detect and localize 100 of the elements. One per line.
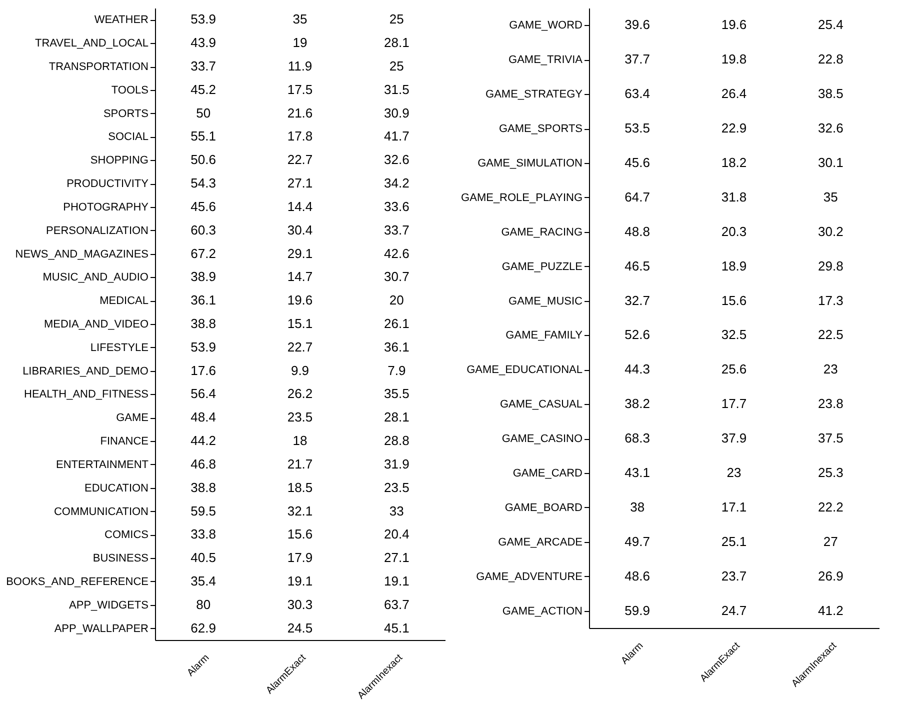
- data-label: 19.6: [721, 17, 747, 32]
- y-tick-label: GAME_ADVENTURE: [476, 570, 582, 583]
- data-label: 25.1: [721, 534, 747, 549]
- data-label: 26.1: [384, 316, 410, 331]
- y-tick-label: GAME_TRIVIA: [508, 54, 584, 66]
- data-label: 37.7: [624, 52, 650, 67]
- data-label: 30.7: [384, 269, 410, 284]
- data-label: 45.6: [190, 198, 216, 214]
- data-label: 37.5: [818, 430, 844, 446]
- y-tick-label: GAME_ROLE_PLAYING: [461, 192, 582, 204]
- y-tick-label: GAME_EDUCATIONAL: [466, 364, 582, 376]
- data-label: 43.1: [624, 465, 650, 480]
- data-label: 40.5: [190, 550, 216, 566]
- data-label: 60.3: [190, 222, 216, 238]
- y-tick-label: NEWS_AND_MAGAZINES: [15, 248, 148, 260]
- y-tick-label: GAME_PUZZLE: [502, 260, 582, 273]
- data-label: 28.1: [384, 410, 410, 425]
- y-tick-label: TRAVEL_AND_LOCAL: [34, 38, 148, 50]
- data-label: 46.5: [624, 258, 650, 274]
- data-label: 41.2: [818, 602, 844, 618]
- data-label: 32.6: [818, 120, 844, 136]
- y-tick-label: GAME_CARD: [512, 468, 583, 480]
- data-label: 33: [389, 503, 404, 518]
- y-tick-label: TOOLS: [111, 84, 148, 96]
- data-label: 30.3: [287, 596, 313, 612]
- data-label: 20: [389, 292, 404, 308]
- data-label: 48.6: [624, 568, 650, 584]
- data-label: 17.5: [287, 82, 313, 97]
- data-label: 38.9: [190, 269, 216, 284]
- data-label: 54.3: [190, 176, 216, 191]
- y-tick-label: COMMUNICATION: [54, 506, 149, 518]
- y-tick-label: GAME_STRATEGY: [486, 88, 584, 101]
- data-label: 7.9: [388, 362, 406, 378]
- y-tick-label: LIBRARIES_AND_DEMO: [22, 365, 149, 378]
- data-label: 30.1: [818, 155, 844, 170]
- data-label: 43.9: [190, 35, 216, 50]
- y-tick-label: GAME_ARCADE: [498, 536, 582, 548]
- data-label: 27: [823, 534, 838, 549]
- data-label: 23.7: [721, 568, 747, 584]
- data-label: 44.3: [624, 362, 650, 377]
- data-label: 18.9: [721, 258, 747, 274]
- data-label: 24.5: [287, 620, 313, 636]
- data-label: 23.5: [287, 410, 313, 425]
- data-label: 19: [292, 35, 308, 50]
- data-label: 22.9: [721, 120, 747, 136]
- data-label: 15.6: [287, 526, 313, 542]
- y-tick-label: GAME_BOARD: [504, 502, 583, 514]
- data-label: 28.1: [384, 35, 410, 50]
- data-label: 31.5: [384, 82, 410, 97]
- data-label: 38.8: [190, 316, 216, 331]
- data-label: 41.7: [384, 128, 410, 144]
- data-label: 18.5: [287, 480, 313, 495]
- data-label: 45.1: [384, 620, 410, 636]
- y-tick-label: WEATHER: [94, 14, 149, 26]
- data-label: 56.4: [190, 386, 216, 402]
- data-label: 44.2: [190, 433, 216, 448]
- data-label: 17.8: [287, 128, 313, 144]
- y-tick-label: MEDICAL: [100, 295, 148, 308]
- data-label: 21.6: [287, 105, 313, 120]
- data-label: 29.1: [287, 246, 313, 261]
- data-label: 33.7: [190, 58, 216, 74]
- data-label: 63.7: [384, 596, 410, 612]
- data-label: 23.5: [384, 480, 410, 495]
- y-tick-label: LIFESTYLE: [90, 342, 148, 354]
- data-label: 19.6: [287, 292, 313, 308]
- data-label: 46.8: [190, 456, 216, 472]
- y-tick-label: GAME_ACTION: [502, 605, 583, 618]
- data-label: 25: [389, 58, 404, 74]
- data-label: 26.9: [818, 568, 844, 584]
- y-tick-label: GAME_RACING: [501, 226, 582, 238]
- y-tick-label: SPORTS: [103, 108, 148, 120]
- data-label: 22.7: [287, 339, 313, 354]
- data-label: 33.7: [384, 222, 410, 238]
- data-label: 22.5: [818, 327, 844, 342]
- data-label: 15.1: [287, 316, 313, 331]
- data-label: 28.8: [384, 433, 410, 448]
- data-label: 11.9: [288, 58, 312, 74]
- data-label: 32.1: [287, 503, 313, 518]
- y-tick-label: MUSIC_AND_AUDIO: [42, 272, 149, 284]
- data-label: 50: [196, 105, 211, 120]
- y-tick-label: PHOTOGRAPHY: [63, 201, 150, 214]
- y-tick-label: GAME_SPORTS: [498, 123, 582, 136]
- y-tick-label: GAME_CASINO: [502, 433, 583, 446]
- data-label: 35.4: [190, 573, 216, 588]
- data-label: 80: [196, 596, 211, 612]
- data-label: 9.9: [290, 362, 310, 378]
- data-label: 48.4: [190, 410, 216, 425]
- y-tick-label: GAME_FAMILY: [506, 330, 584, 342]
- y-tick-label: GAME_MUSIC: [508, 295, 583, 308]
- data-label: 27.1: [287, 176, 313, 191]
- data-label: 37.9: [721, 430, 747, 446]
- data-label: 38: [630, 499, 645, 514]
- data-label: 14.4: [287, 198, 313, 214]
- data-label: 19.1: [384, 573, 410, 588]
- data-label: 23: [726, 465, 742, 480]
- data-label: 50.6: [190, 152, 216, 168]
- data-label: 30.9: [384, 105, 410, 120]
- y-tick-label: HEALTH_AND_FITNESS: [24, 388, 148, 401]
- data-label: 53.9: [190, 12, 216, 27]
- y-tick-label: FINANCE: [100, 436, 148, 448]
